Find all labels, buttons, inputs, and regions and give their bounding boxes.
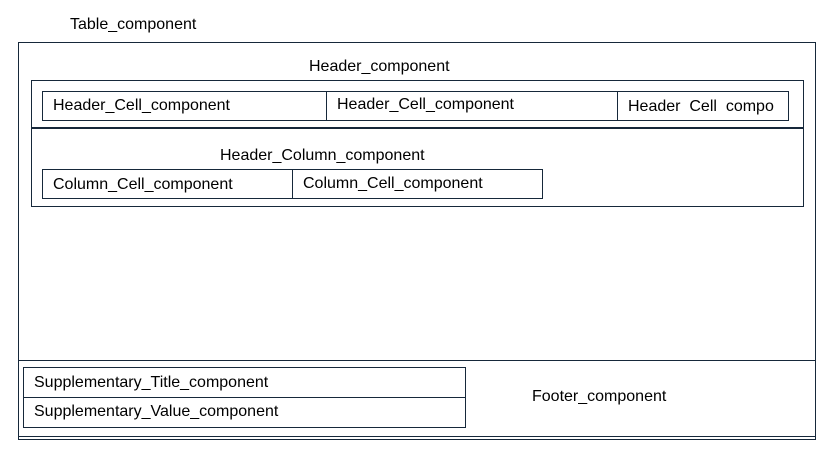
header-cell-3: Header Cell compo: [628, 98, 774, 115]
header-cell-1: Header_Cell_component: [53, 97, 230, 114]
table-bottom-double-line: [18, 436, 816, 437]
header-separator-line: [31, 127, 804, 129]
supplementary-divider: [23, 397, 466, 398]
table-component-box: [18, 42, 816, 440]
header-cell-2: Header_Cell_component: [337, 96, 514, 113]
column-cell-2: Column_Cell_component: [303, 175, 483, 192]
supplementary-value-cell: Supplementary_Value_component: [34, 403, 279, 420]
header-cell-divider-1: [326, 91, 327, 121]
supplementary-title-cell: Supplementary_Title_component: [34, 374, 269, 391]
header-cells-row: [42, 91, 789, 121]
column-cell-divider: [292, 169, 293, 199]
table-component-label: Table_component: [70, 16, 197, 33]
footer-separator-line: [18, 360, 816, 361]
header-component-box: [31, 80, 804, 207]
header-column-component-label: Header_Column_component: [220, 147, 425, 164]
header-component-label: Header_component: [309, 58, 450, 75]
column-cell-1: Column_Cell_component: [53, 176, 233, 193]
footer-component-label: Footer_component: [532, 388, 667, 405]
header-cell-divider-2: [617, 91, 618, 121]
